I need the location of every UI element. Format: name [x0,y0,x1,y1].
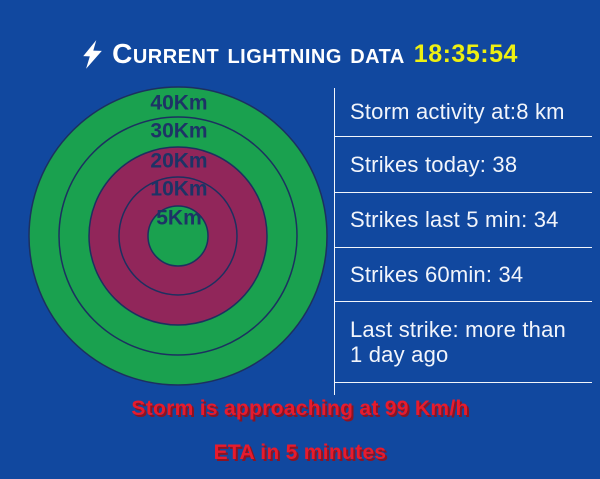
eta-text: ETA in 5 minutes [213,441,387,464]
page-title: Current lightning data [112,38,405,69]
ring-label-10km: 10Km [150,178,207,201]
stat-text: Storm activity at:8 km [350,99,565,124]
lightning-bolt-icon [83,39,102,69]
ring-label-40km: 40Km [150,92,207,115]
stat-row-strikes-today: Strikes today: 38 [335,137,592,193]
storm-approaching-text: Storm is approaching at 99 Km/h [131,397,469,420]
ring-label-20km: 20Km [150,150,207,173]
stat-row-storm-activity: Storm activity at:8 km [335,88,592,137]
ring-label-30km: 30Km [150,120,207,143]
stat-row-strikes-last-5min: Strikes last 5 min: 34 [335,193,592,248]
stat-text: Last strike: more than 1 day ago [350,317,566,367]
ring-label-5km: 5Km [156,207,202,230]
radar-range-rings: 40Km 30Km 20Km 10Km 5Km [28,86,328,386]
stats-panel: Storm activity at:8 km Strikes today: 38… [334,88,592,395]
stat-text: Strikes today: 38 [350,151,518,177]
header: Current lightning data 18:35:54 [0,36,600,72]
stat-row-last-strike: Last strike: more than 1 day ago [335,302,592,383]
radar-ring-5km [147,205,209,267]
stat-text: Strikes 60min: 34 [350,261,524,287]
clock-time: 18:35:54 [413,39,518,68]
stat-row-strikes-60min: Strikes 60min: 34 [335,248,592,302]
stat-text: Strikes last 5 min: 34 [350,207,559,232]
